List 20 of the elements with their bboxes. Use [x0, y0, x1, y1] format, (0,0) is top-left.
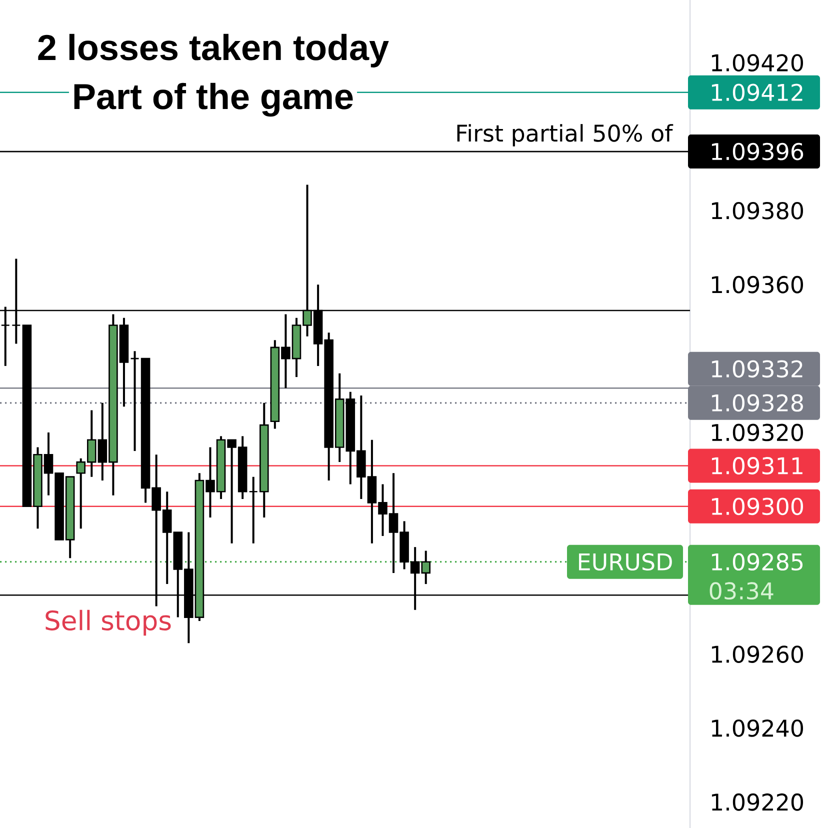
y-tick-label: 1.09380: [712, 202, 804, 220]
y-tick-label: 1.09220: [712, 793, 804, 811]
ref-line-label: 1.09396: [712, 142, 804, 160]
text: 03:34: [710, 582, 774, 600]
ref-line-label: 1.09300: [712, 498, 804, 516]
y-tick-label: 1.09420: [712, 54, 804, 72]
ref-line-label: 1.09285: [712, 553, 803, 571]
annotation: EURUSD: [579, 553, 672, 571]
y-tick-label: 1.09320: [712, 424, 804, 442]
annotation: Sell stops: [46, 610, 171, 636]
y-tick-label: 1.09260: [712, 646, 804, 663]
ref-line-label: 1.09332: [712, 360, 802, 378]
ref-line-label: 1.09412: [712, 84, 802, 102]
y-tick-label: 1.09240: [712, 720, 804, 737]
annotation: First partial 50% of: [457, 124, 674, 146]
y-tick-label: 1.09360: [712, 276, 804, 294]
text: 2 losses taken today: [38, 34, 389, 68]
ref-line-label: 1.09311: [712, 457, 802, 474]
text: Part of the game: [74, 82, 353, 117]
ref-line-label: 1.09328: [712, 394, 803, 412]
